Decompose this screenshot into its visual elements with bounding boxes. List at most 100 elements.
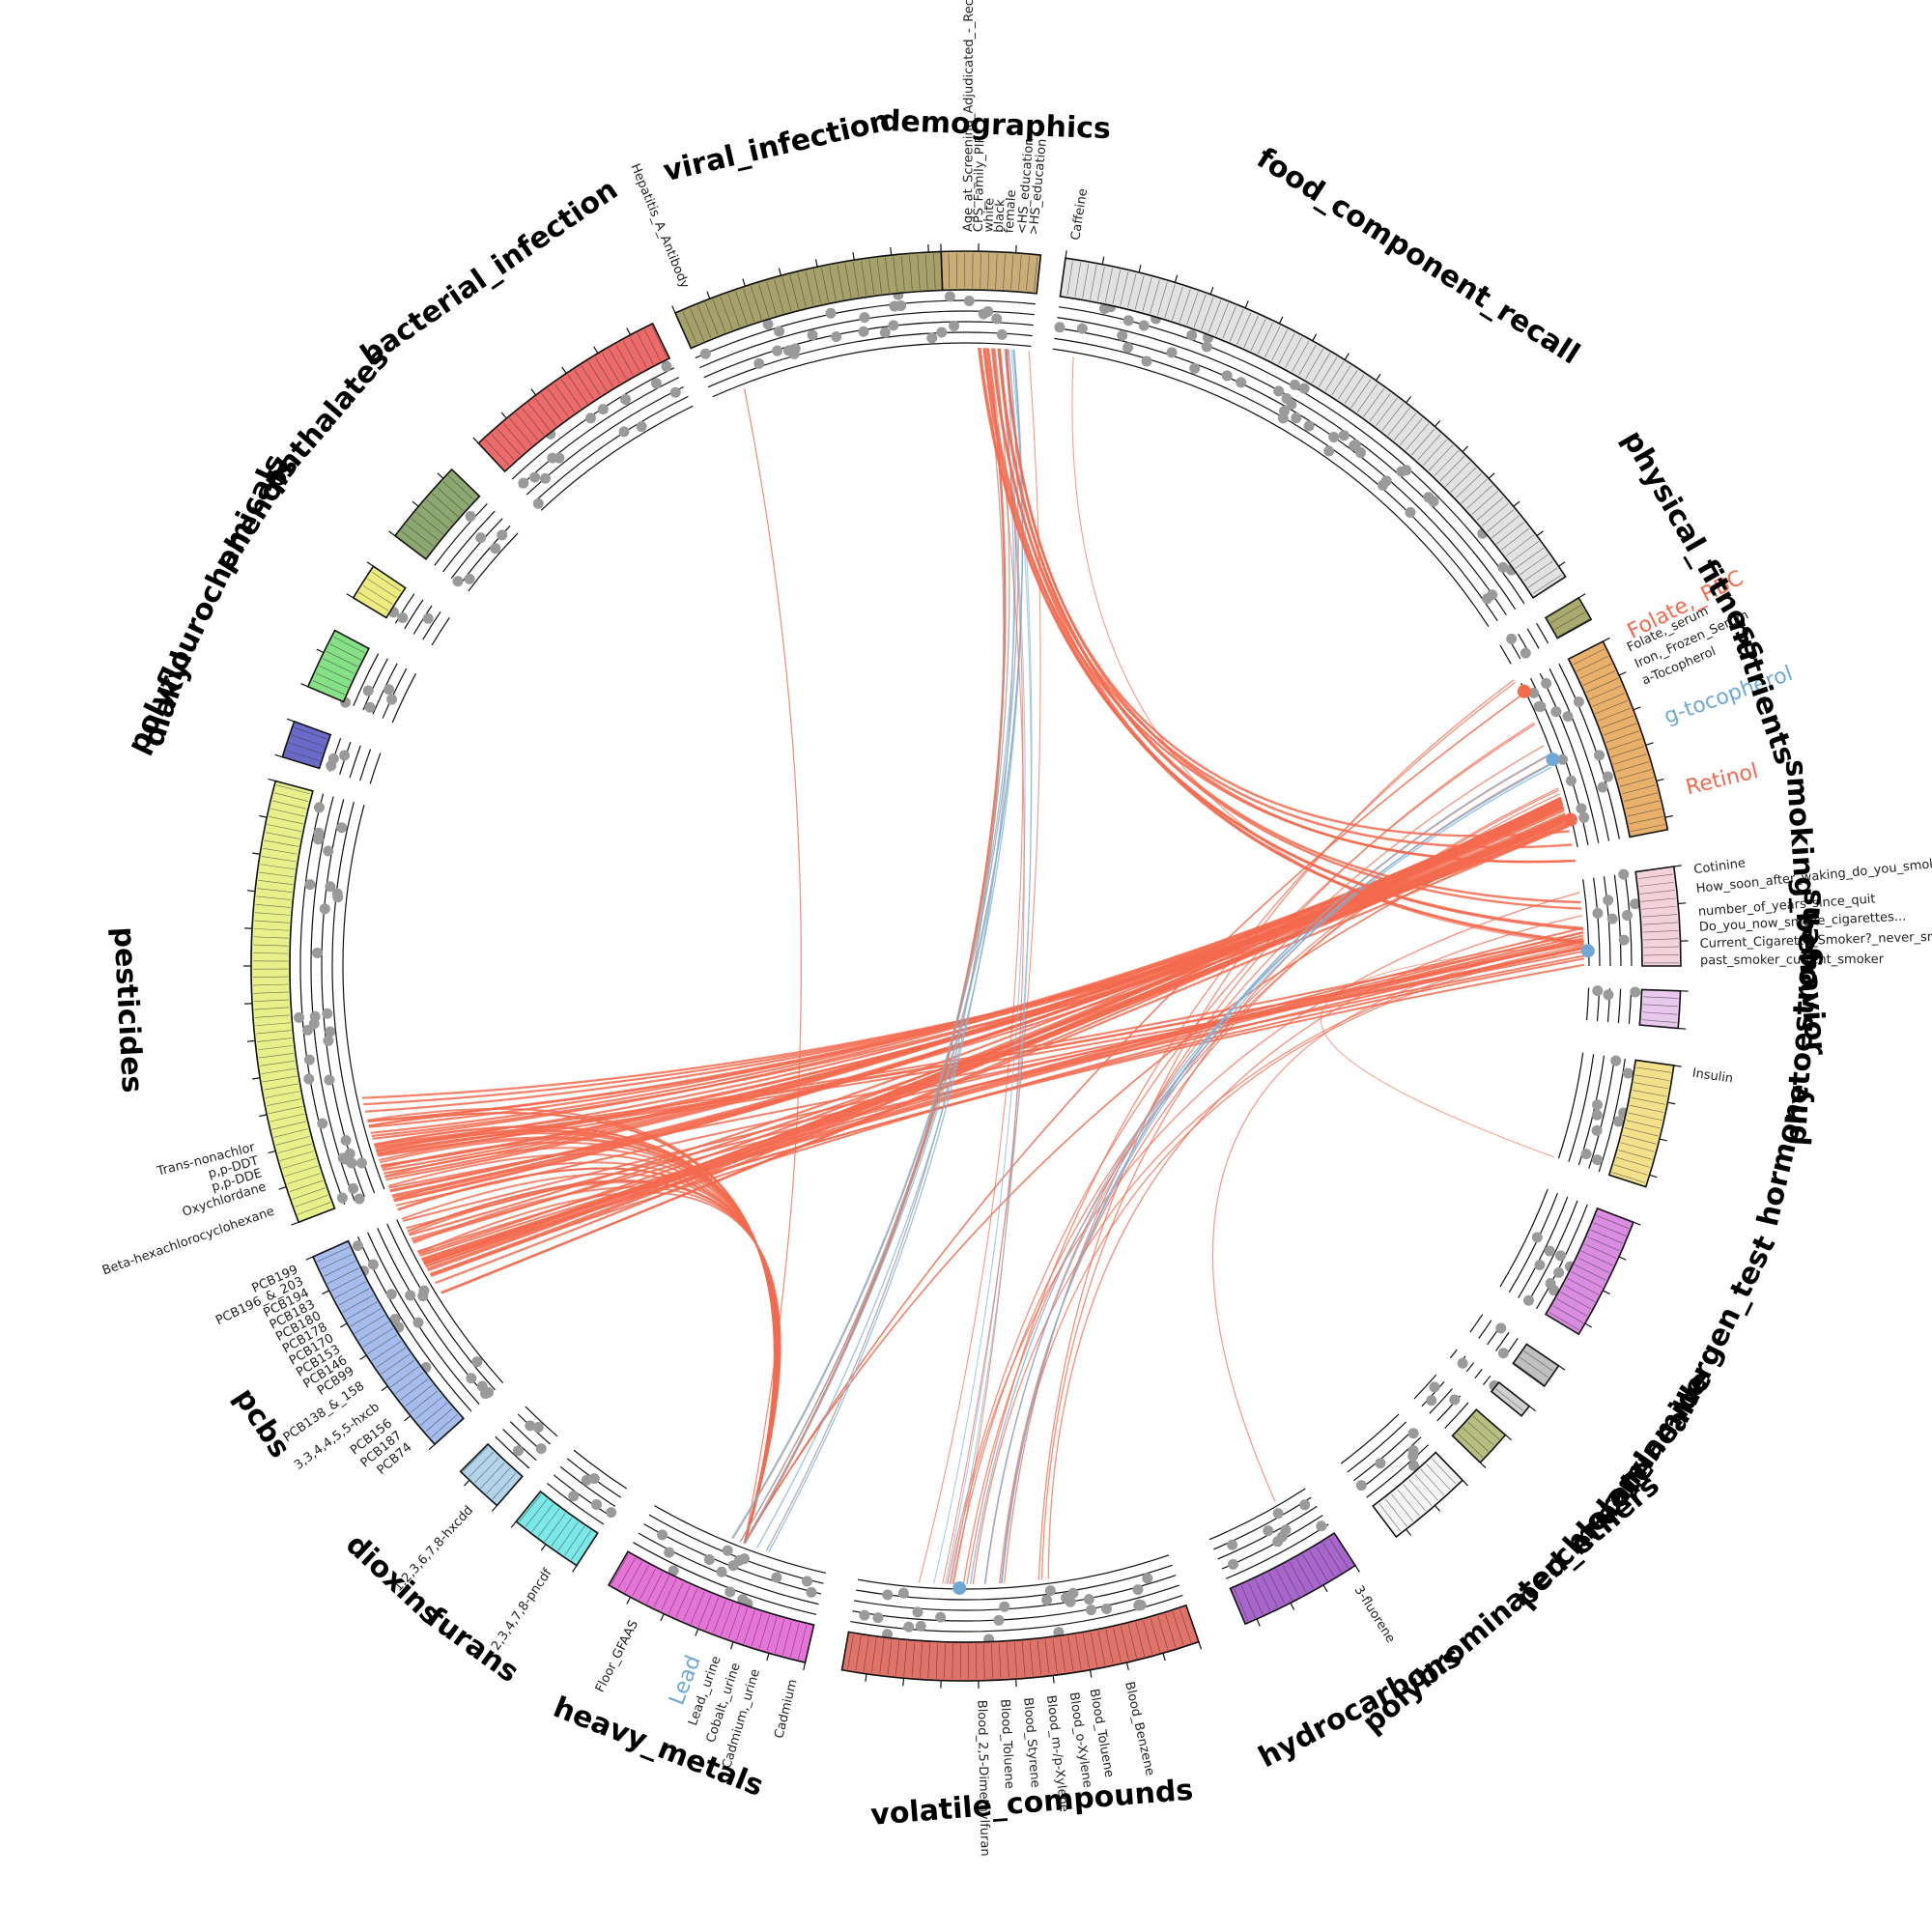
gray-point	[385, 1289, 397, 1300]
link	[952, 348, 1025, 1584]
band-tick	[1558, 1365, 1566, 1371]
band-hatch	[491, 434, 515, 461]
variable-label: female	[1003, 189, 1020, 234]
band-hatch	[781, 276, 792, 311]
guide-track	[1413, 1374, 1437, 1400]
band-hatch	[781, 1621, 792, 1656]
guide-track	[703, 321, 944, 379]
band-hatch	[1408, 1479, 1433, 1506]
band-hatch	[1029, 1640, 1034, 1676]
gray-point	[591, 1498, 603, 1510]
guide-track	[1482, 1375, 1492, 1385]
gray-point	[1555, 1250, 1567, 1262]
band-hatch	[255, 912, 290, 916]
band-tick	[268, 778, 276, 782]
link	[944, 349, 1033, 1584]
band-tick	[259, 1114, 268, 1118]
link	[966, 681, 1517, 1585]
guide-track	[359, 749, 372, 781]
gray-point	[1578, 811, 1590, 823]
band-hatch	[1432, 1458, 1457, 1485]
band-tick	[572, 1565, 578, 1573]
link	[1071, 356, 1584, 946]
link	[1047, 915, 1583, 1579]
gray-point	[340, 1134, 352, 1146]
band-hatch	[1641, 905, 1677, 910]
band-hatch	[1044, 1639, 1050, 1674]
gray-point	[606, 1507, 617, 1519]
band-hatch	[317, 1246, 350, 1263]
band-hatch	[1369, 392, 1391, 422]
band-hatch	[1097, 1631, 1106, 1665]
band-tick	[491, 1505, 497, 1512]
band-hatch	[1628, 1112, 1662, 1122]
guide-track	[547, 1482, 605, 1525]
guide-track	[1499, 1188, 1548, 1288]
band-hatch	[1476, 497, 1504, 521]
gray-point	[1457, 1357, 1468, 1369]
band-hatch	[1617, 769, 1652, 780]
band-hatch	[564, 1526, 585, 1556]
band-hatch	[1400, 417, 1423, 445]
band-hatch	[574, 370, 594, 400]
gray-point	[324, 1074, 335, 1086]
band-hatch	[338, 1288, 370, 1306]
band-hatch	[1618, 1150, 1653, 1160]
band-hatch	[609, 349, 627, 380]
band-hatch	[1298, 344, 1317, 376]
band-tick	[1138, 265, 1142, 273]
band-hatch	[1391, 1493, 1414, 1521]
gray-point	[323, 845, 334, 857]
gray-point	[475, 532, 487, 544]
gray-point	[303, 1054, 315, 1065]
guide-track	[1465, 1362, 1475, 1373]
band-tick	[359, 1354, 367, 1360]
band-hatch	[385, 1359, 415, 1381]
guide-track	[1436, 1395, 1462, 1422]
gray-point	[535, 1443, 547, 1455]
gray-point	[1592, 985, 1604, 997]
band-tick	[1244, 300, 1249, 309]
band-hatch	[829, 266, 837, 301]
band-tick	[540, 1544, 547, 1551]
band-hatch	[319, 666, 352, 681]
category-label-demographics: demographics	[879, 104, 1111, 146]
band-hatch	[998, 1643, 1002, 1679]
gray-point	[1429, 1381, 1440, 1393]
guide-track	[638, 1532, 819, 1605]
band-hatch	[1156, 281, 1168, 316]
gray-point	[1273, 385, 1285, 397]
gray-point	[859, 312, 870, 324]
gray-point	[466, 1373, 477, 1384]
link	[370, 798, 1562, 1134]
link	[397, 1167, 780, 1544]
band-hatch	[980, 253, 981, 289]
band-tick	[305, 1256, 314, 1261]
gray-point	[352, 1240, 363, 1252]
variable-label: white	[981, 198, 997, 233]
band-tick	[561, 366, 567, 374]
band-volatile_compounds	[840, 1604, 1200, 1682]
band-hatch	[1614, 1164, 1648, 1176]
band-tick	[1664, 814, 1673, 818]
guide-track	[1499, 644, 1512, 665]
band-tick	[865, 1673, 867, 1682]
band-hatch	[431, 1414, 458, 1438]
band-hatch	[1629, 816, 1663, 825]
gray-point	[1303, 420, 1315, 432]
band-hatch	[1520, 1356, 1548, 1378]
gray-point	[903, 1621, 915, 1633]
band-hatch	[1636, 1066, 1671, 1073]
band-hatch	[284, 1165, 319, 1177]
band-hatch	[1626, 1120, 1661, 1129]
band-hatch	[525, 1498, 548, 1527]
gray-point	[1618, 868, 1630, 880]
band-hatch	[1208, 299, 1222, 333]
guide-track	[698, 310, 944, 369]
band-tick	[1375, 373, 1381, 382]
band-hatch	[1586, 677, 1619, 693]
gray-point	[490, 543, 501, 554]
band-hatch	[1515, 1363, 1544, 1384]
link	[440, 815, 1567, 1294]
band-hatch	[1642, 1011, 1678, 1015]
